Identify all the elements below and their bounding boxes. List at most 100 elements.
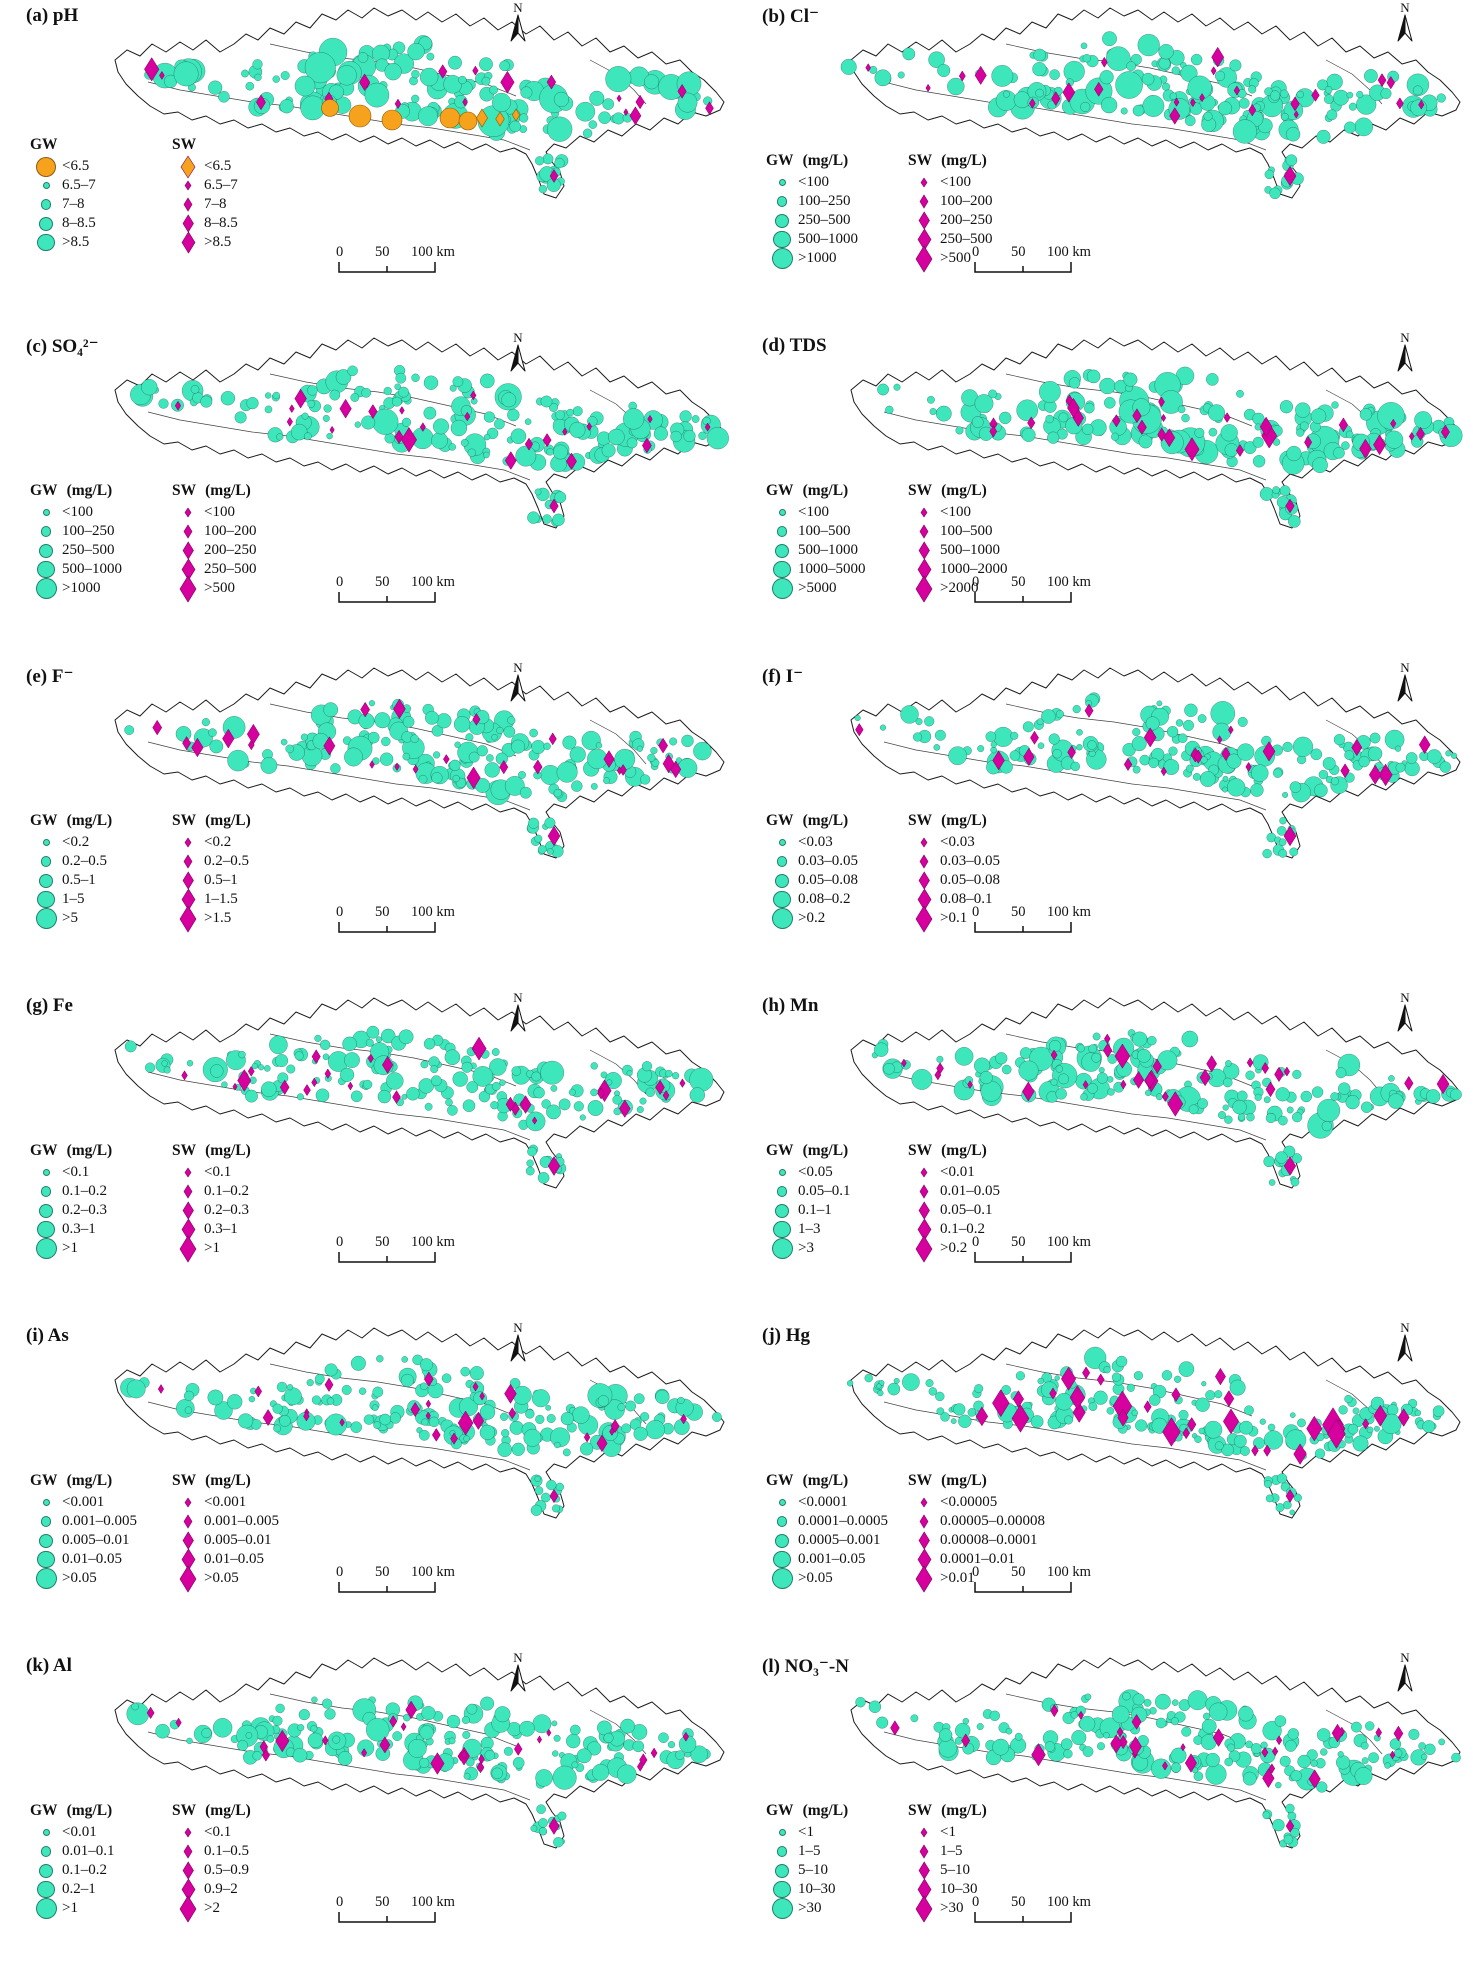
- north-arrow-icon: [510, 1004, 526, 1032]
- legend-gw-column: GW (mg/L) <100 100–250 250–500 500–1000 >1000: [30, 482, 172, 599]
- gw-series-label: GW: [30, 1802, 58, 1819]
- legend-row-gw: <100: [766, 503, 908, 522]
- gw-circle-symbol: [35, 1238, 57, 1259]
- legend-symbol-cell: [30, 1499, 62, 1506]
- scale-label-100: 100 km: [1047, 904, 1091, 920]
- legend-symbol-cell: [766, 543, 798, 558]
- legend-label: >0.05: [62, 1570, 97, 1586]
- sw-diamond-symbol: [184, 1167, 192, 1178]
- sw-diamond-symbol: [915, 574, 933, 603]
- legend-row-sw: >0.1: [908, 904, 1050, 933]
- scale-label-100: 100 km: [1047, 244, 1091, 260]
- north-arrow-icon: [1397, 1334, 1413, 1362]
- legend-symbol-cell: [908, 904, 940, 933]
- legend-gw-rows: <0.05 0.05–0.1 0.1–1 1–3 >3: [766, 1163, 908, 1259]
- legend-label: 0.03–0.05: [940, 853, 1000, 869]
- legend-label: <0.01: [940, 1164, 975, 1180]
- legend-symbol-cell: [908, 244, 940, 273]
- legend-label: <0.2: [62, 834, 90, 850]
- sw-diamond-symbol: [180, 154, 196, 179]
- legend-sw-rows: <100 100–200 200–250 250–500 >500: [908, 173, 1050, 273]
- legend-label: 0.005–0.01: [62, 1532, 130, 1548]
- legend-label: <100: [940, 174, 971, 190]
- legend-label: 0.5–1: [62, 872, 96, 888]
- gw-unit-label: (mg/L): [66, 812, 113, 829]
- scale-label-100: 100 km: [411, 244, 455, 260]
- legend-row-sw: 0.1–0.5: [172, 1842, 314, 1861]
- legend-sw-header: SW (mg/L): [908, 152, 1050, 170]
- sw-unit-label: (mg/L): [205, 1142, 251, 1159]
- legend-row-gw: 100–250: [30, 522, 172, 541]
- legend-label: 100–250: [62, 523, 115, 539]
- legend-symbol-cell: [766, 856, 798, 867]
- legend-label: 0.0001–0.0005: [798, 1513, 888, 1529]
- north-arrow: N: [1393, 661, 1417, 707]
- legend-sw-header: SW (mg/L): [908, 1472, 1050, 1490]
- scale-bar: 0 50 100 km: [336, 244, 458, 273]
- legend-gw-rows: <0.1 0.1–0.2 0.2–0.3 0.3–1 >1: [30, 1163, 172, 1259]
- legend-row-sw: >500: [908, 244, 1050, 273]
- legend-row-gw: >1000: [766, 248, 908, 269]
- legend-row-sw: <6.5: [172, 154, 314, 179]
- legend-row-gw: >3: [766, 1238, 908, 1259]
- gw-unit-label: (mg/L): [802, 812, 849, 829]
- legend-label: 0.0005–0.001: [798, 1532, 881, 1548]
- legend: GW (mg/L) <100 100–250 250–500 500–1000 >1000…: [766, 152, 1050, 273]
- legend-label: 1000–2000: [940, 561, 1008, 577]
- legend-sw-rows: <0.1 0.1–0.2 0.2–0.3 0.3–1 >1: [172, 1163, 314, 1263]
- legend-row-sw: 0.3–1: [172, 1218, 314, 1241]
- legend-gw-column: GW (mg/L) <100 100–500 500–1000 1000–5000 >50…: [766, 482, 908, 599]
- legend: GW (mg/L) <0.001 0.001–0.005 0.005–0.01 0.01…: [30, 1472, 314, 1593]
- legend-symbol-cell: [30, 156, 62, 177]
- legend-symbol-cell: [30, 1203, 62, 1218]
- scale-bar-labels: 0 50 100 km: [336, 244, 458, 260]
- sw-series-label: SW: [172, 482, 197, 499]
- legend-label: 500–1000: [798, 542, 858, 558]
- panel-title: (c) SO₄²⁻: [26, 336, 99, 357]
- legend-gw-column: GW (mg/L) <0.03 0.03–0.05 0.05–0.08 0.08–0.2…: [766, 812, 908, 929]
- legend-sw-column: SW <6.5 6.5–7 7–8 8–8.5 >8.5: [172, 136, 314, 254]
- legend-label: 1–5: [62, 891, 85, 907]
- gw-circle-symbol: [42, 1829, 50, 1836]
- legend-row-gw: 0.005–0.01: [30, 1531, 172, 1550]
- legend-symbol-cell: [766, 1880, 798, 1899]
- gw-unit-label: (mg/L): [802, 152, 849, 169]
- legend-sw-column: SW (mg/L) <100 100–200 200–250 250–500 >500: [172, 482, 314, 603]
- legend-symbol-cell: [766, 526, 798, 537]
- gw-circle-symbol: [775, 543, 789, 558]
- legend-gw-header: GW (mg/L): [766, 152, 908, 170]
- legend-row-sw: <100: [172, 503, 314, 522]
- legend-symbol-cell: [172, 1234, 204, 1263]
- legend-symbol-cell: [172, 837, 204, 848]
- legend-label: 200–250: [940, 212, 993, 228]
- gw-points: [871, 1029, 1462, 1187]
- legend-sw-header: SW (mg/L): [172, 482, 314, 500]
- legend-gw-rows: <100 100–500 500–1000 1000–5000 >5000: [766, 503, 908, 599]
- sw-diamond-symbol: [183, 1844, 193, 1859]
- north-arrow-icon: [1397, 344, 1413, 372]
- legend-row-gw: 0.5–1: [30, 871, 172, 890]
- legend-gw-column: GW (mg/L) <0.001 0.001–0.005 0.005–0.01 0.01…: [30, 1472, 172, 1589]
- gw-series-label: GW: [766, 1142, 794, 1159]
- legend-symbol-cell: [172, 1167, 204, 1178]
- gw-unit-label: (mg/L): [802, 1802, 849, 1819]
- legend-symbol-cell: [30, 890, 62, 909]
- legend-row-gw: <0.001: [30, 1493, 172, 1512]
- scale-label-50: 50: [1011, 904, 1026, 920]
- legend-symbol-cell: [30, 199, 62, 210]
- legend-row-gw: <0.0001: [766, 1493, 908, 1512]
- legend-row-sw: 100–200: [172, 522, 314, 541]
- legend-gw-column: GW (mg/L) <0.0001 0.0001–0.0005 0.0005–0.00…: [766, 1472, 908, 1589]
- sw-diamond-symbol: [920, 837, 928, 848]
- north-label: N: [513, 1320, 523, 1335]
- legend-row-gw: >5: [30, 908, 172, 929]
- gw-circle-symbol: [775, 213, 789, 228]
- legend-symbol-cell: [30, 233, 62, 252]
- basin-map: [846, 1327, 1461, 1519]
- sw-diamond-symbol: [183, 1184, 193, 1199]
- gw-circle-symbol: [776, 1516, 788, 1527]
- panel-title: (j) Hg: [762, 1325, 811, 1346]
- legend-sw-header: SW (mg/L): [172, 1472, 314, 1490]
- scale-bar-icon: [338, 922, 436, 933]
- legend-sw-rows: <1 1–5 5–10 10–30 >30: [908, 1823, 1050, 1923]
